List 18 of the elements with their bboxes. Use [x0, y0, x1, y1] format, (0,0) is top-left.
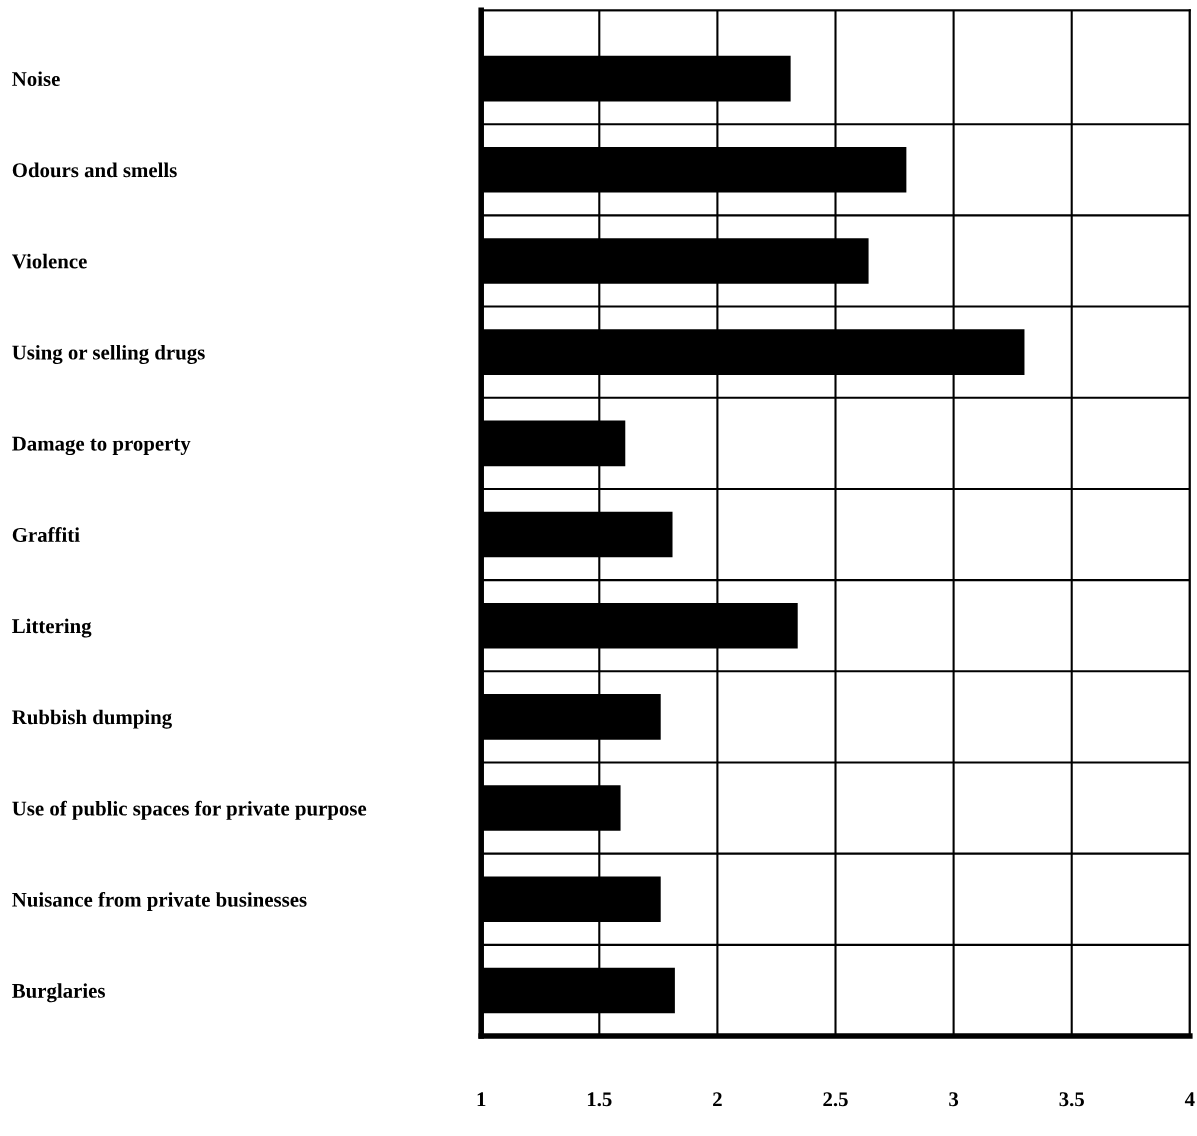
y-tick-label: Violence [11, 253, 87, 269]
y-tick-label: Odours and smells [12, 162, 177, 178]
y-tick-label: Rubbish dumping [12, 709, 172, 729]
x-tick-label: 3.5 [1059, 1092, 1084, 1107]
y-tick-label: Graffiti [12, 527, 80, 542]
y-tick-label: Burglaries [12, 983, 105, 1003]
y-tick-label: Use of public spaces for private purpose [12, 800, 367, 820]
y-tick-label: Nuisance from private businesses [12, 891, 307, 912]
x-tick-label: 1.5 [587, 1092, 612, 1107]
y-tick-label: Using or selling drugs [12, 344, 205, 364]
x-tick-label: 4 [1184, 1092, 1195, 1107]
y-tick-label: Noise [12, 71, 60, 87]
y-tick-label: Littering [12, 618, 92, 638]
x-tick-label: 1 [477, 1092, 486, 1107]
x-tick-label: 3 [949, 1092, 959, 1107]
x-tick-label: 2 [713, 1092, 722, 1107]
x-tick-label: 2.5 [823, 1092, 848, 1107]
y-tick-label: Damage to property [12, 436, 191, 456]
